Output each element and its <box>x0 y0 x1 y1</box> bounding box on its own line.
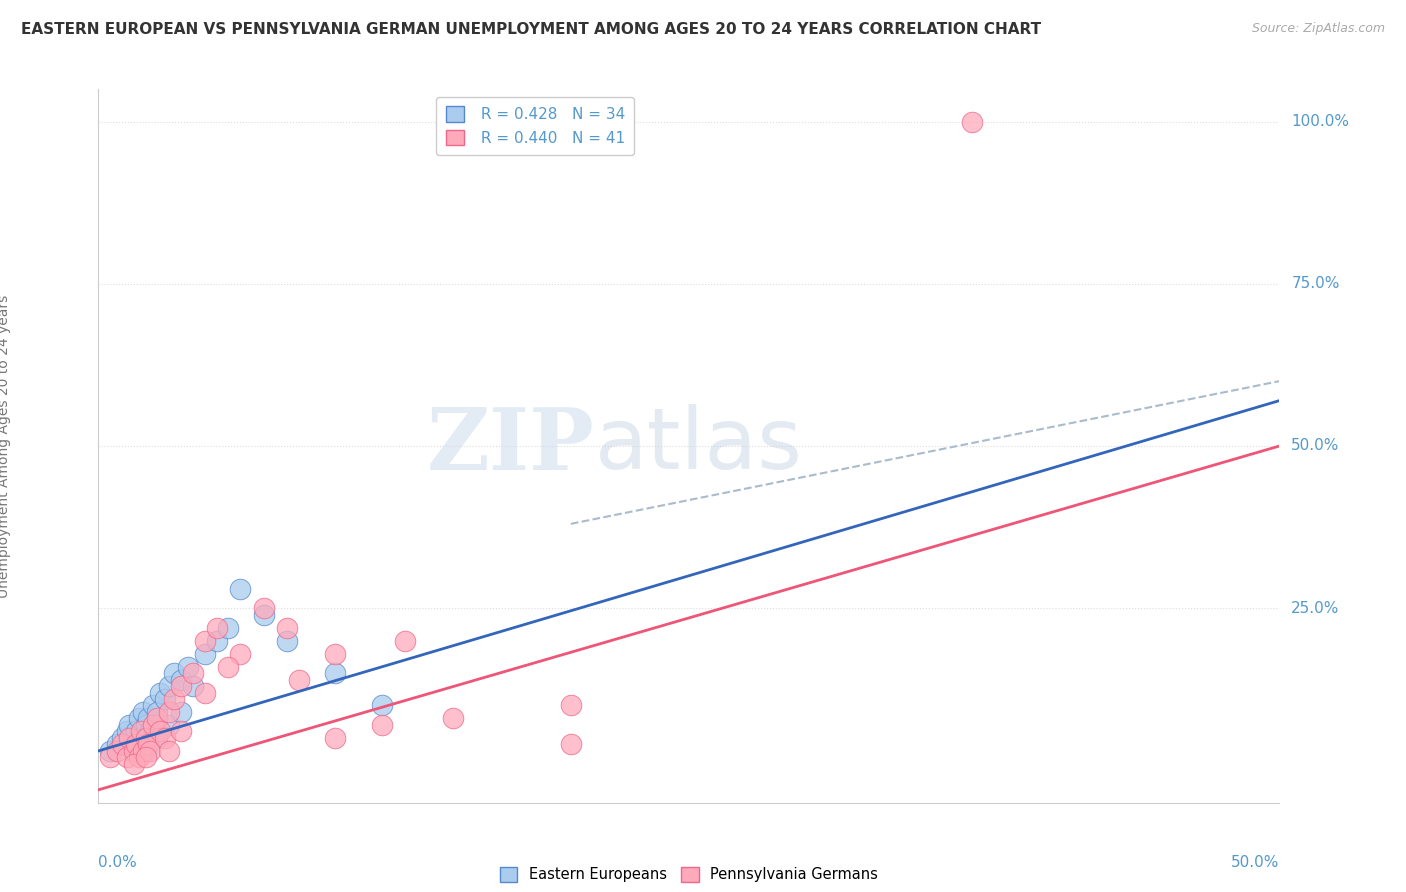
Point <box>194 685 217 699</box>
Text: Unemployment Among Ages 20 to 24 years: Unemployment Among Ages 20 to 24 years <box>0 294 11 598</box>
Text: 25.0%: 25.0% <box>1291 600 1340 615</box>
Point <box>163 692 186 706</box>
Point <box>170 679 193 693</box>
Point <box>125 738 148 752</box>
Point <box>98 744 121 758</box>
Point <box>128 711 150 725</box>
Point <box>229 647 252 661</box>
Point <box>129 731 152 745</box>
Point <box>560 738 582 752</box>
Point <box>205 633 228 648</box>
Point <box>441 711 464 725</box>
Point <box>115 750 138 764</box>
Point <box>111 738 134 752</box>
Point <box>153 731 176 745</box>
Point <box>181 679 204 693</box>
Point <box>122 744 145 758</box>
Text: Source: ZipAtlas.com: Source: ZipAtlas.com <box>1251 22 1385 36</box>
Point <box>149 685 172 699</box>
Point <box>135 750 157 764</box>
Point <box>288 673 311 687</box>
Point <box>157 705 180 719</box>
Point <box>98 750 121 764</box>
Point <box>962 114 984 128</box>
Text: 75.0%: 75.0% <box>1291 277 1340 292</box>
Point <box>111 731 134 745</box>
Point <box>136 738 159 752</box>
Point <box>276 633 298 648</box>
Point <box>122 756 145 771</box>
Point <box>105 738 128 752</box>
Point <box>177 659 200 673</box>
Point <box>181 666 204 681</box>
Point <box>157 718 180 732</box>
Point <box>217 659 239 673</box>
Point <box>135 718 157 732</box>
Point <box>170 705 193 719</box>
Point <box>323 731 346 745</box>
Point <box>560 698 582 713</box>
Point <box>135 731 157 745</box>
Point <box>323 666 346 681</box>
Point <box>194 647 217 661</box>
Point <box>253 607 276 622</box>
Point <box>371 718 394 732</box>
Legend: Eastern Europeans, Pennsylvania Germans: Eastern Europeans, Pennsylvania Germans <box>494 861 884 888</box>
Point <box>170 724 193 739</box>
Point <box>146 705 169 719</box>
Point <box>170 673 193 687</box>
Point <box>253 601 276 615</box>
Point <box>153 692 176 706</box>
Point <box>139 724 162 739</box>
Text: ZIP: ZIP <box>426 404 595 488</box>
Point <box>394 633 416 648</box>
Text: 50.0%: 50.0% <box>1291 439 1340 453</box>
Point <box>132 744 155 758</box>
Point <box>146 731 169 745</box>
Point <box>146 711 169 725</box>
Point <box>125 724 148 739</box>
Point <box>323 647 346 661</box>
Point <box>132 705 155 719</box>
Text: EASTERN EUROPEAN VS PENNSYLVANIA GERMAN UNEMPLOYMENT AMONG AGES 20 TO 24 YEARS C: EASTERN EUROPEAN VS PENNSYLVANIA GERMAN … <box>21 22 1042 37</box>
Point <box>157 679 180 693</box>
Point <box>136 711 159 725</box>
Text: 0.0%: 0.0% <box>98 855 138 870</box>
Point <box>128 750 150 764</box>
Point <box>205 621 228 635</box>
Point <box>149 724 172 739</box>
Point <box>142 698 165 713</box>
Text: 100.0%: 100.0% <box>1291 114 1350 129</box>
Point <box>276 621 298 635</box>
Text: atlas: atlas <box>595 404 803 488</box>
Point <box>122 738 145 752</box>
Point <box>163 666 186 681</box>
Point <box>139 744 162 758</box>
Point <box>115 724 138 739</box>
Point <box>229 582 252 596</box>
Point <box>142 718 165 732</box>
Point <box>129 724 152 739</box>
Point <box>157 744 180 758</box>
Point <box>194 633 217 648</box>
Point <box>118 731 141 745</box>
Point <box>135 744 157 758</box>
Point <box>105 744 128 758</box>
Point <box>217 621 239 635</box>
Text: 50.0%: 50.0% <box>1232 855 1279 870</box>
Point <box>118 718 141 732</box>
Point <box>371 698 394 713</box>
